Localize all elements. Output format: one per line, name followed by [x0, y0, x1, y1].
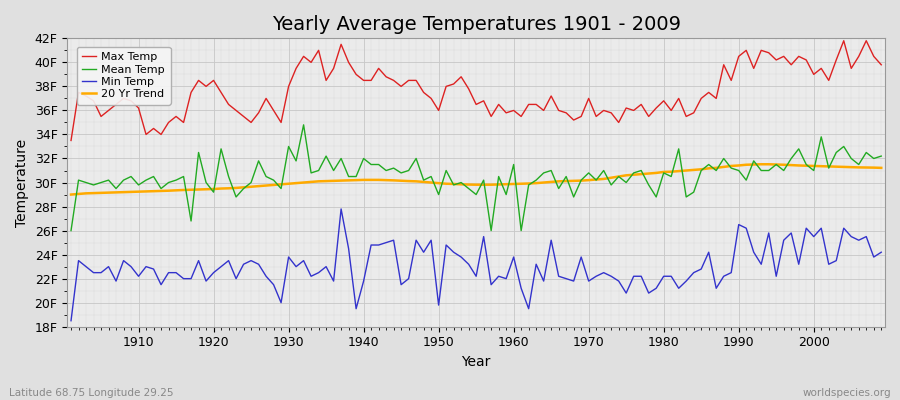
Line: 20 Yr Trend: 20 Yr Trend [71, 164, 881, 194]
Mean Temp [343, 174, 354, 179]
Max Temp [66, 138, 77, 143]
20 Yr Trend [66, 192, 77, 197]
20 Yr Trend [291, 181, 302, 186]
20 Yr Trend [598, 176, 609, 181]
Mean Temp [606, 182, 616, 187]
Max Temp [126, 98, 137, 103]
Mean Temp [66, 228, 77, 233]
Text: Latitude 68.75 Longitude 29.25: Latitude 68.75 Longitude 29.25 [9, 388, 174, 398]
Mean Temp [291, 158, 302, 163]
Max Temp [876, 62, 886, 67]
X-axis label: Year: Year [462, 355, 490, 369]
Min Temp [291, 264, 302, 269]
Mean Temp [508, 162, 519, 167]
Mean Temp [876, 154, 886, 158]
20 Yr Trend [756, 162, 767, 167]
Max Temp [508, 108, 519, 113]
Line: Mean Temp: Mean Temp [71, 125, 881, 230]
20 Yr Trend [126, 190, 137, 194]
Mean Temp [516, 228, 526, 233]
Min Temp [66, 318, 77, 323]
Max Temp [336, 42, 346, 47]
Mean Temp [126, 174, 137, 179]
Line: Max Temp: Max Temp [71, 41, 881, 140]
Max Temp [291, 66, 302, 71]
Legend: Max Temp, Mean Temp, Min Temp, 20 Yr Trend: Max Temp, Mean Temp, Min Temp, 20 Yr Tre… [76, 47, 170, 104]
Y-axis label: Temperature: Temperature [15, 138, 29, 226]
20 Yr Trend [336, 178, 346, 183]
Text: worldspecies.org: worldspecies.org [803, 388, 891, 398]
Min Temp [126, 264, 137, 269]
Mean Temp [298, 122, 309, 127]
20 Yr Trend [876, 166, 886, 170]
Max Temp [838, 38, 849, 43]
Min Temp [343, 246, 354, 251]
Min Temp [336, 206, 346, 211]
Min Temp [508, 255, 519, 260]
Line: Min Temp: Min Temp [71, 209, 881, 321]
Max Temp [500, 110, 511, 115]
Min Temp [876, 250, 886, 255]
Max Temp [598, 108, 609, 113]
Min Temp [516, 286, 526, 291]
20 Yr Trend [500, 182, 511, 187]
Min Temp [606, 274, 616, 279]
Title: Yearly Average Temperatures 1901 - 2009: Yearly Average Temperatures 1901 - 2009 [272, 15, 680, 34]
20 Yr Trend [508, 182, 519, 186]
